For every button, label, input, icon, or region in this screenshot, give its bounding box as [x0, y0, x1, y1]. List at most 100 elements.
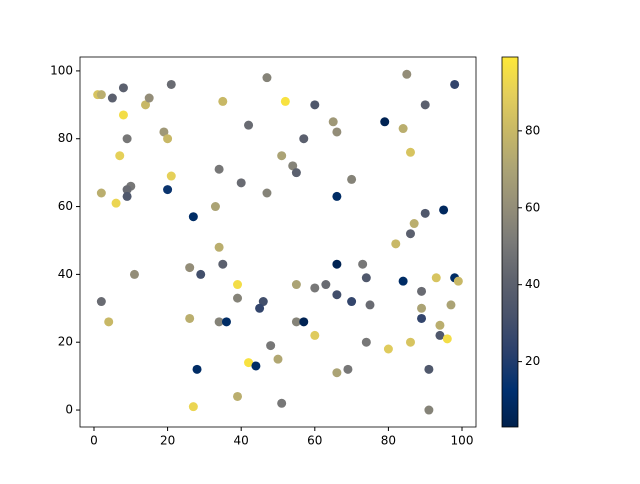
- point: [435, 320, 445, 330]
- point: [96, 90, 106, 100]
- point: [450, 79, 460, 89]
- point: [122, 191, 132, 201]
- point: [321, 280, 331, 290]
- point: [118, 110, 128, 120]
- point: [402, 69, 412, 79]
- point: [431, 273, 441, 283]
- colorbar-tick-label: 20: [525, 354, 540, 368]
- point: [258, 297, 268, 307]
- point: [96, 297, 106, 307]
- point: [144, 93, 154, 103]
- point: [291, 168, 301, 178]
- point: [332, 368, 342, 378]
- point: [391, 239, 401, 249]
- point: [361, 273, 371, 283]
- point: [299, 317, 309, 327]
- point: [118, 83, 128, 93]
- colorbar: [501, 56, 519, 428]
- point: [409, 219, 419, 229]
- point: [141, 100, 151, 110]
- point: [188, 402, 198, 412]
- point: [107, 93, 117, 103]
- point: [262, 73, 272, 83]
- point: [398, 124, 408, 134]
- point: [347, 297, 357, 307]
- point: [214, 242, 224, 252]
- point: [405, 337, 415, 347]
- point: [343, 364, 353, 374]
- point: [424, 364, 434, 374]
- point: [442, 334, 452, 344]
- point: [417, 303, 427, 313]
- point: [185, 263, 195, 273]
- point: [424, 405, 434, 415]
- point: [122, 185, 132, 195]
- point: [214, 317, 224, 327]
- point: [310, 283, 320, 293]
- point: [233, 293, 243, 303]
- point: [214, 164, 224, 174]
- point: [417, 286, 427, 296]
- point: [332, 127, 342, 137]
- point: [446, 300, 456, 310]
- point: [273, 354, 283, 364]
- point: [291, 317, 301, 327]
- y-tick-label: 0: [65, 403, 73, 417]
- point: [310, 330, 320, 340]
- x-tick-label: 0: [90, 434, 98, 448]
- point: [244, 358, 254, 368]
- point: [163, 134, 173, 144]
- point: [405, 147, 415, 157]
- y-tick-label: 100: [50, 63, 73, 77]
- point: [166, 171, 176, 181]
- point: [435, 330, 445, 340]
- x-tick-label: 60: [307, 434, 322, 448]
- point: [188, 212, 198, 222]
- point: [277, 151, 287, 161]
- colorbar-tick-label: 60: [525, 200, 540, 214]
- point: [453, 276, 463, 286]
- point: [405, 229, 415, 239]
- point: [163, 185, 173, 195]
- point: [332, 259, 342, 269]
- point: [185, 313, 195, 323]
- point: [244, 120, 254, 130]
- point: [218, 96, 228, 106]
- colorbar-tick-label: 40: [525, 277, 540, 291]
- point: [251, 361, 261, 371]
- point: [380, 117, 390, 127]
- point: [332, 290, 342, 300]
- x-tick-label: 100: [451, 434, 474, 448]
- x-tick-label: 40: [234, 434, 249, 448]
- point: [291, 280, 301, 290]
- point: [104, 317, 114, 327]
- point: [96, 188, 106, 198]
- point: [262, 188, 272, 198]
- point: [115, 151, 125, 161]
- point: [398, 276, 408, 286]
- y-tick-label: 20: [58, 335, 73, 349]
- point: [347, 174, 357, 184]
- point: [210, 202, 220, 212]
- point: [417, 313, 427, 323]
- point: [299, 134, 309, 144]
- plot-frame: [79, 56, 477, 428]
- point: [196, 269, 206, 279]
- point: [383, 344, 393, 354]
- point: [365, 300, 375, 310]
- y-tick-label: 40: [58, 267, 73, 281]
- point: [439, 205, 449, 215]
- x-tick-label: 20: [160, 434, 175, 448]
- point: [159, 127, 169, 137]
- point: [420, 208, 430, 218]
- y-tick-label: 80: [58, 131, 73, 145]
- point: [358, 259, 368, 269]
- point: [361, 337, 371, 347]
- point: [111, 198, 121, 208]
- point: [122, 134, 132, 144]
- point: [266, 341, 276, 351]
- x-tick-label: 80: [381, 434, 396, 448]
- point: [233, 280, 243, 290]
- point: [255, 303, 265, 313]
